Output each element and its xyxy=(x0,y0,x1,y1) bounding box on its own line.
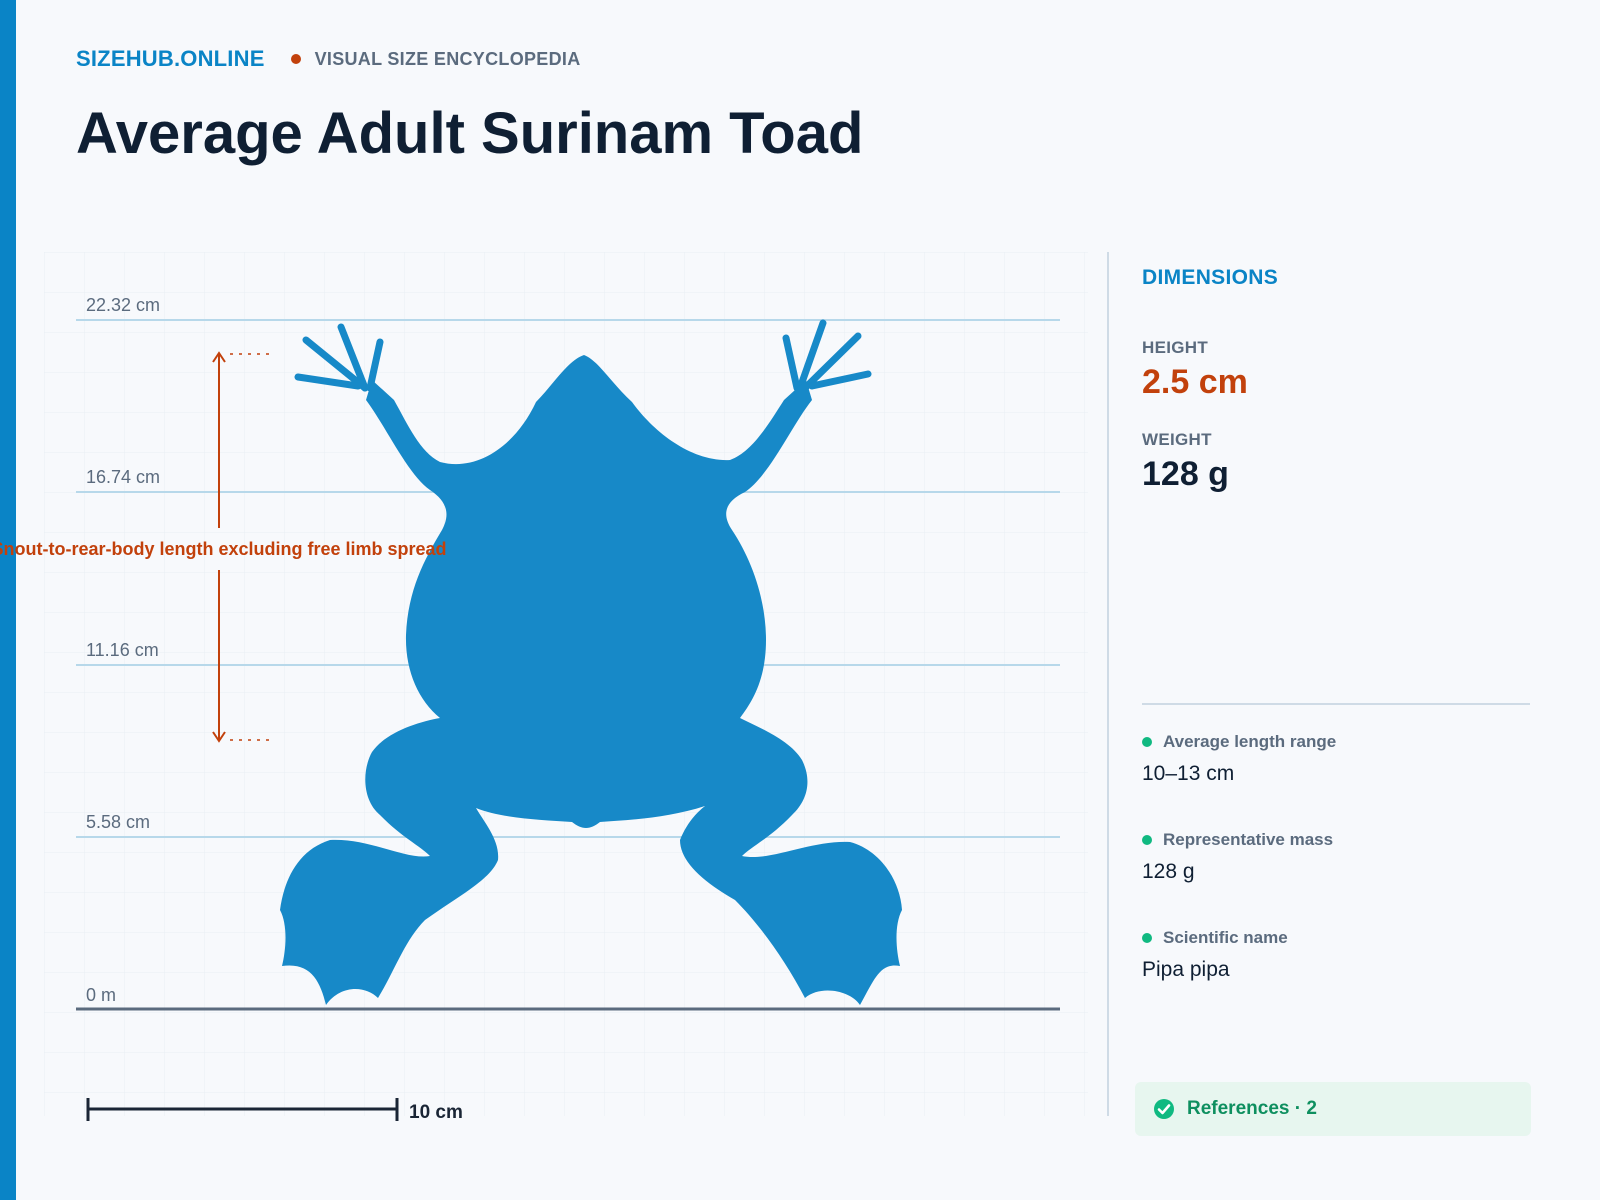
weight-value: 128 g xyxy=(1142,455,1229,493)
panel-divider xyxy=(1107,252,1109,1116)
site-tagline: VISUAL SIZE ENCYCLOPEDIA xyxy=(314,48,581,69)
references-label: References · 2 xyxy=(1187,1098,1317,1119)
height-mark-label: 16.74 cm xyxy=(86,467,160,487)
weight-label: WEIGHT xyxy=(1142,430,1212,449)
fact-length-range: Average length range 10–13 cm xyxy=(1142,732,1530,786)
height-gridlines xyxy=(76,319,1060,838)
height-mark-label: 11.16 cm xyxy=(86,640,159,660)
dimensions-heading: DIMENSIONS xyxy=(1142,266,1279,289)
bullet-dot-icon xyxy=(1142,835,1152,845)
fact-value: Pipa pipa xyxy=(1142,958,1230,981)
dimensions-panel: DIMENSIONS HEIGHT 2.5 cm WEIGHT 128 g xyxy=(1142,266,1530,493)
fact-label: Scientific name xyxy=(1163,928,1288,947)
fact-value: 10–13 cm xyxy=(1142,762,1235,785)
bullet-dot-icon xyxy=(1142,737,1152,747)
height-mark-label: 0 m xyxy=(86,985,116,1005)
fact-representative-mass: Representative mass 128 g xyxy=(1142,830,1530,884)
measurement-indicator xyxy=(212,351,274,743)
panel-divider-rule xyxy=(1142,703,1530,705)
scale-bar-label: 10 cm xyxy=(409,1102,463,1123)
measurement-label: Snout-to-rear-body length excluding free… xyxy=(0,539,447,559)
references-button[interactable]: References · 2 xyxy=(1135,1082,1531,1136)
height-mark-label: 22.32 cm xyxy=(86,295,160,315)
bullet-dot-icon xyxy=(1142,933,1152,943)
size-diagram: 22.32 cm 16.74 cm 11.16 cm 5.58 cm 0 m xyxy=(0,252,1088,1123)
site-brand-link[interactable]: SIZEHUB.ONLINE xyxy=(76,46,265,71)
accent-sidebar-bar xyxy=(0,0,16,1200)
page-title: Average Adult Surinam Toad xyxy=(76,101,864,166)
fact-value: 128 g xyxy=(1142,860,1195,883)
height-value: 2.5 cm xyxy=(1142,363,1248,401)
check-circle-icon xyxy=(1154,1099,1174,1119)
height-label: HEIGHT xyxy=(1142,338,1209,357)
site-header: SIZEHUB.ONLINE VISUAL SIZE ENCYCLOPEDIA xyxy=(76,46,581,72)
bullet-dot-icon xyxy=(290,54,301,64)
fact-scientific-name: Scientific name Pipa pipa xyxy=(1142,928,1530,982)
height-mark-label: 5.58 cm xyxy=(86,812,150,832)
fact-label: Average length range xyxy=(1163,732,1337,751)
fact-label: Representative mass xyxy=(1163,830,1334,849)
scale-bar xyxy=(86,1098,399,1121)
height-mark-labels: 22.32 cm 16.74 cm 11.16 cm 5.58 cm 0 m xyxy=(86,295,160,1005)
toad-silhouette xyxy=(280,319,902,1005)
